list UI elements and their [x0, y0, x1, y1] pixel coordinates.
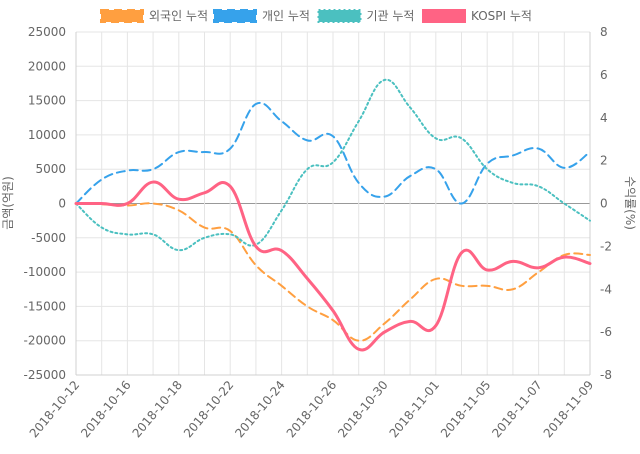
series-line-2 — [75, 101, 591, 205]
y-left-tick-label: 5000 — [35, 162, 66, 176]
legend-label: 외국인 누적 — [149, 9, 208, 23]
x-tick-label: 2018-10-12 — [27, 378, 83, 440]
x-tick-label: 2018-11-09 — [541, 378, 597, 440]
y-left-tick-label: -15000 — [23, 299, 66, 313]
legend-label: 기관 누적 — [367, 9, 415, 23]
y-left-tick-label: 10000 — [28, 128, 66, 142]
series-line-1 — [75, 202, 591, 342]
x-tick-label: 2018-11-05 — [438, 378, 494, 440]
legend-item-3[interactable]: 기관 누적 — [317, 9, 415, 23]
y-right-tick-label: 8 — [600, 25, 608, 39]
x-tick-label: 2018-10-18 — [130, 378, 186, 440]
legend-item-4[interactable]: KOSPI 누적 — [422, 9, 532, 23]
x-tick-label: 2018-10-24 — [232, 378, 288, 440]
legend[interactable]: 외국인 누적 개인 누적 기관 누적 KOSPI 누적 — [100, 9, 532, 23]
x-tick-label: 2018-11-07 — [489, 378, 545, 440]
x-tick-label: 2018-11-01 — [387, 378, 443, 440]
legend-label: 개인 누적 — [262, 9, 310, 23]
series-line-3 — [75, 78, 591, 252]
legend-swatch — [422, 9, 466, 23]
series-lines — [74, 78, 592, 352]
y-axis-left-label: 금액(억원) — [1, 176, 15, 230]
y-left-tick-label: -10000 — [23, 265, 66, 279]
y-right-tick-label: -6 — [600, 325, 612, 339]
y-right-tick-label: -2 — [600, 239, 612, 253]
series-line-4 — [74, 180, 592, 352]
legend-item-2[interactable]: 개인 누적 — [213, 9, 310, 23]
y-left-tick-label: -25000 — [23, 368, 66, 382]
y-left-tick-label: -5000 — [31, 231, 66, 245]
legend-swatch — [100, 9, 144, 23]
y-left-tick-label: 20000 — [28, 59, 66, 73]
y-right-tick-label: 6 — [600, 68, 608, 82]
y-left-tick-label: 0 — [58, 197, 66, 211]
y-right-tick-label: 0 — [600, 197, 608, 211]
x-tick-label: 2018-10-26 — [284, 378, 340, 440]
y-axis-right-label: 수익률(%) — [623, 176, 637, 230]
x-tick-label: 2018-10-30 — [335, 378, 391, 440]
legend-label: KOSPI 누적 — [471, 9, 532, 23]
y-right-tick-label: 2 — [600, 154, 608, 168]
legend-swatch — [213, 9, 257, 23]
y-left-tick-label: 25000 — [28, 25, 66, 39]
y-right-tick-label: -4 — [600, 282, 612, 296]
legend-item-1[interactable]: 외국인 누적 — [100, 9, 208, 23]
y-right-tick-label: -8 — [600, 368, 612, 382]
x-tick-label: 2018-10-16 — [78, 378, 134, 440]
legend-swatch — [317, 9, 362, 23]
x-tick-label: 2018-10-22 — [181, 378, 237, 440]
y-left-tick-label: 15000 — [28, 94, 66, 108]
y-left-tick-label: -20000 — [23, 334, 66, 348]
y-right-tick-label: 4 — [600, 111, 608, 125]
